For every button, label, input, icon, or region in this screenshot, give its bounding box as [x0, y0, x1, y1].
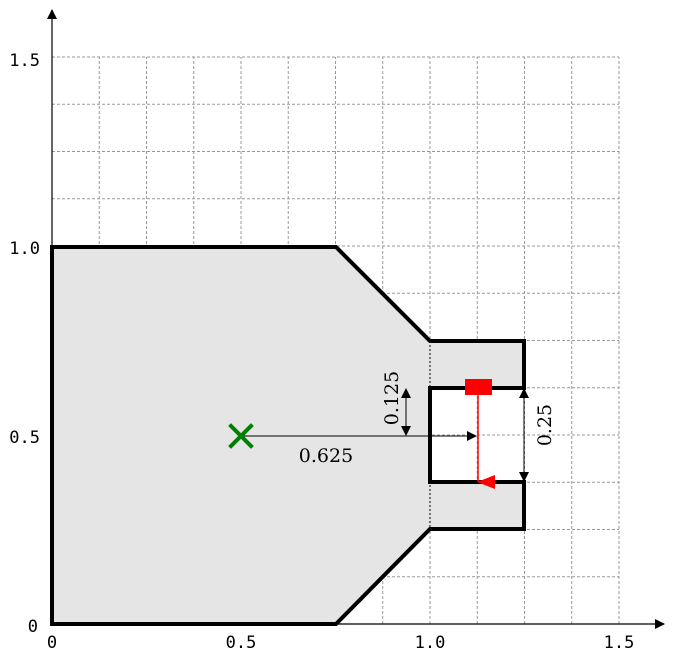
dimension-label-horizontal: 0.625 — [299, 445, 353, 467]
y-tick-0.5: 0.5 — [9, 428, 40, 448]
dimension-label-small-vertical: 0.125 — [381, 371, 403, 425]
load-block — [465, 379, 492, 395]
x-tick-1.5: 1.5 — [604, 633, 635, 653]
dimension-label-large-vertical: 0.25 — [534, 404, 556, 446]
body-outline — [50, 245, 526, 626]
y-tick-1.0: 1.0 — [9, 239, 40, 259]
y-tick-0: 0 — [28, 617, 38, 637]
x-tick-1.0: 1.0 — [415, 633, 446, 653]
x-tick-0.5: 0.5 — [226, 633, 257, 653]
centroid-x-icon — [228, 423, 254, 449]
x-tick-0: 0 — [47, 633, 57, 653]
y-tick-1.5: 1.5 — [9, 51, 40, 71]
